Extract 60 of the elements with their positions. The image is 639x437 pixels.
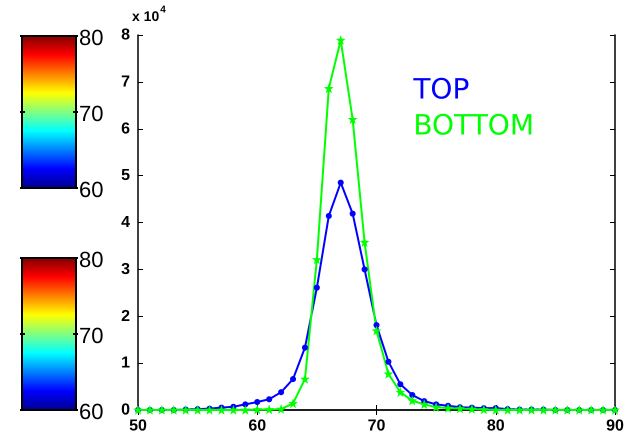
x-tick-label: 50 (129, 418, 147, 434)
text: TOP (412, 72, 470, 106)
y-tick-label: 3 (121, 260, 130, 278)
point (348, 115, 357, 124)
point (277, 405, 286, 414)
text: 70 (79, 101, 104, 127)
point (384, 370, 392, 378)
point (289, 399, 298, 408)
point (217, 406, 226, 414)
y-tick-label: 4 (121, 214, 130, 231)
point (372, 326, 380, 335)
point (420, 400, 428, 408)
point (444, 404, 452, 412)
point (254, 399, 260, 406)
point (241, 406, 250, 414)
point (229, 406, 238, 414)
point (278, 389, 284, 396)
x-tick-label: 90 (606, 418, 624, 434)
point (266, 396, 272, 402)
point (397, 381, 404, 388)
point (314, 284, 320, 291)
point (350, 210, 356, 217)
text: 60 (79, 177, 104, 203)
point (480, 406, 488, 414)
point (468, 405, 476, 414)
point (360, 238, 369, 246)
point (324, 84, 333, 92)
x-tick-label: 80 (486, 418, 505, 434)
x-tick-label: 70 (368, 418, 386, 434)
point (374, 322, 380, 328)
point (432, 403, 440, 412)
point (409, 392, 416, 398)
point (300, 375, 309, 384)
point (456, 404, 464, 413)
point (338, 180, 344, 186)
text: 80 (79, 25, 104, 51)
point (265, 406, 274, 414)
point (302, 344, 308, 351)
point (253, 406, 262, 414)
y-tick-label: 1 (121, 354, 130, 372)
point (242, 401, 248, 408)
point (336, 36, 345, 44)
point (290, 376, 296, 382)
y-tick-label: 5 (121, 167, 130, 184)
y-tick-label: 0 (121, 402, 130, 418)
point (408, 396, 416, 405)
point (396, 388, 404, 396)
point (362, 266, 368, 272)
y-tick-label: 2 (121, 308, 130, 325)
y-tick-label: 6 (121, 120, 130, 138)
y-tick-label: 8 (121, 26, 130, 44)
point (385, 358, 392, 365)
point (492, 406, 500, 414)
text: 80 (79, 247, 104, 273)
x-tick-label: 60 (248, 418, 266, 434)
text: BOTTOM (413, 108, 534, 142)
text: 70 (79, 323, 104, 349)
point (326, 212, 332, 219)
point (312, 256, 321, 264)
y-tick-label: 7 (121, 73, 130, 90)
